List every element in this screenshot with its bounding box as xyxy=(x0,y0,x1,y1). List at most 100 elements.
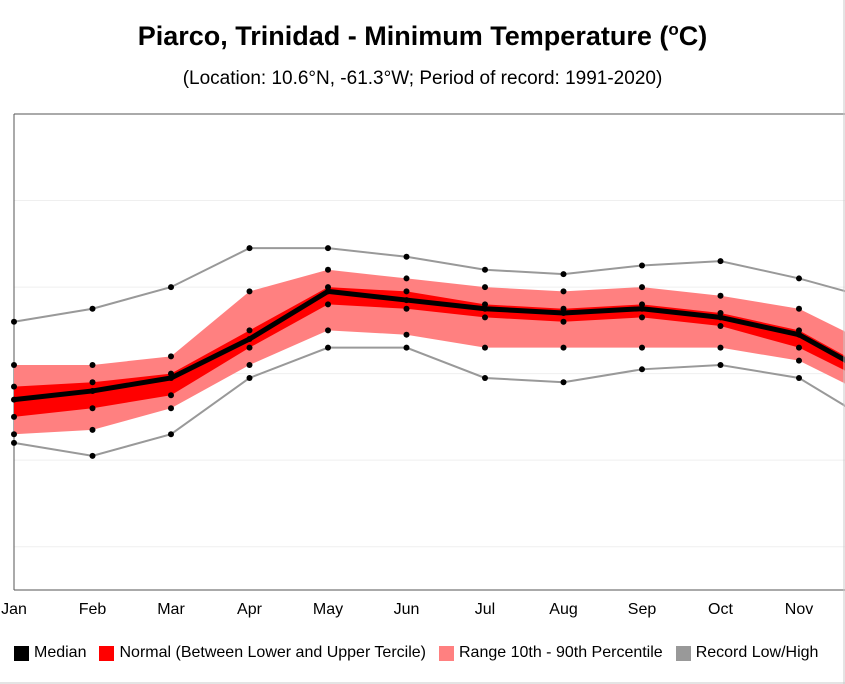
data-point-record_low-apr xyxy=(246,374,253,381)
data-point-record_high-sep xyxy=(639,262,645,269)
data-point-median-oct xyxy=(717,314,724,321)
legend-label-median: Median xyxy=(34,644,87,661)
data-point-record_low-may xyxy=(325,344,331,351)
x-tick-label-mar: Mar xyxy=(157,601,185,618)
x-tick-label-jan: Jan xyxy=(1,601,27,618)
data-point-p90-oct xyxy=(717,292,724,299)
legend-item-median: Median xyxy=(14,644,86,662)
data-point-record_low-oct xyxy=(717,361,724,368)
data-point-p10-mar xyxy=(168,405,174,412)
legend-item-record: Record Low/High xyxy=(675,644,819,662)
data-point-p90-sep xyxy=(639,284,645,291)
data-point-p90-may xyxy=(325,266,331,273)
data-point-record_high-apr xyxy=(246,245,253,252)
x-tick-label-jun: Jun xyxy=(394,601,420,618)
data-point-upper_tercile-nov xyxy=(796,327,802,334)
data-point-lower_tercile-jul xyxy=(482,314,488,321)
data-point-upper_tercile-feb xyxy=(89,379,96,386)
data-point-upper_tercile-jun xyxy=(403,288,410,295)
data-point-p10-jan xyxy=(11,431,17,438)
x-tick-label-may: May xyxy=(313,601,343,618)
legend-swatch-record xyxy=(675,645,691,661)
data-point-lower_tercile-jan xyxy=(11,413,17,420)
data-point-record_low-aug xyxy=(560,379,567,386)
legend-label-record: Record Low/High xyxy=(695,644,819,661)
data-point-record_high-aug xyxy=(560,271,567,278)
data-point-record_high-nov xyxy=(796,275,802,282)
data-point-record_high-feb xyxy=(89,305,96,312)
data-point-median-aug xyxy=(560,310,567,317)
data-point-p10-jul xyxy=(482,344,488,351)
legend-swatch-normal xyxy=(99,645,115,661)
data-point-median-feb xyxy=(89,387,96,394)
data-point-median-mar xyxy=(168,374,174,381)
data-point-p90-jun xyxy=(403,275,410,282)
median-line xyxy=(13,288,845,403)
legend-label-range: Range 10th - 90th Percentile xyxy=(459,644,663,661)
data-point-record_low-mar xyxy=(168,431,174,438)
tercile-normal-band xyxy=(14,287,845,417)
data-point-record_low-jun xyxy=(403,344,410,351)
data-point-p10-nov xyxy=(796,357,802,364)
data-point-lower_tercile-sep xyxy=(639,314,645,321)
legend-item-normal: Normal (Between Lower and Upper Tercile) xyxy=(99,644,426,662)
data-point-record_high-jan xyxy=(11,318,17,325)
chart-legend: Median Normal (Between Lower and Upper T… xyxy=(14,640,845,666)
data-point-lower_tercile-aug xyxy=(560,318,567,325)
data-point-p10-sep xyxy=(639,344,645,351)
data-point-upper_tercile-jul xyxy=(482,301,488,308)
data-point-upper_tercile-apr xyxy=(246,327,253,334)
data-point-lower_tercile-jun xyxy=(403,305,410,312)
legend-swatch-median xyxy=(14,645,29,661)
data-point-p90-apr xyxy=(246,288,253,295)
data-point-median-apr xyxy=(246,336,253,343)
x-tick-label-sep: Sep xyxy=(628,601,657,618)
data-point-median-nov xyxy=(796,331,802,338)
data-point-record_high-may xyxy=(325,245,331,252)
data-point-p10-oct xyxy=(717,344,724,351)
data-point-record_high-jun xyxy=(403,253,410,260)
chart-title: Piarco, Trinidad - Minimum Temperature (… xyxy=(0,20,845,52)
data-point-p10-aug xyxy=(560,344,567,351)
data-point-upper_tercile-sep xyxy=(639,301,645,308)
data-point-p90-jul xyxy=(482,284,488,291)
data-point-record_high-jul xyxy=(482,266,488,273)
data-point-record_low-feb xyxy=(89,452,96,459)
data-point-upper_tercile-mar xyxy=(168,370,174,377)
record-low-line xyxy=(13,346,845,457)
record-high-line xyxy=(13,247,845,323)
data-point-lower_tercile-feb xyxy=(89,405,96,412)
data-point-upper_tercile-oct xyxy=(717,310,724,317)
data-point-p10-feb xyxy=(89,426,96,433)
data-point-median-jul xyxy=(482,305,488,312)
data-point-lower_tercile-may xyxy=(325,301,331,308)
data-point-upper_tercile-jan xyxy=(11,383,17,390)
data-point-upper_tercile-may xyxy=(325,284,331,291)
data-point-lower_tercile-oct xyxy=(717,323,724,330)
x-tick-label-jul: Jul xyxy=(475,601,495,618)
data-point-lower_tercile-nov xyxy=(796,344,802,351)
legend-swatch-range xyxy=(439,645,454,661)
data-point-p90-nov xyxy=(796,305,802,312)
data-point-p10-apr xyxy=(246,361,253,368)
title-degree-sup: o xyxy=(668,20,679,39)
data-point-lower_tercile-apr xyxy=(246,344,253,351)
data-point-median-may xyxy=(325,288,331,295)
x-tick-label-aug: Aug xyxy=(549,601,577,618)
data-point-record_low-jan xyxy=(11,439,17,446)
data-point-upper_tercile-aug xyxy=(560,305,567,312)
data-point-p90-aug xyxy=(560,288,567,295)
legend-item-range: Range 10th - 90th Percentile xyxy=(439,644,663,662)
data-point-median-jan xyxy=(11,396,17,403)
data-point-record_high-oct xyxy=(717,258,724,265)
title-text: Piarco, Trinidad - Minimum Temperature ( xyxy=(137,21,669,51)
title-unit: C) xyxy=(678,21,708,51)
data-point-p90-feb xyxy=(89,361,96,368)
x-tick-label-apr: Apr xyxy=(237,601,263,618)
data-point-p10-may xyxy=(325,327,331,334)
data-point-lower_tercile-mar xyxy=(168,392,174,399)
data-point-record_high-mar xyxy=(168,284,174,291)
chart-subtitle: (Location: 10.6°N, -61.3°W; Period of re… xyxy=(182,68,663,89)
data-point-record_low-nov xyxy=(796,374,802,381)
